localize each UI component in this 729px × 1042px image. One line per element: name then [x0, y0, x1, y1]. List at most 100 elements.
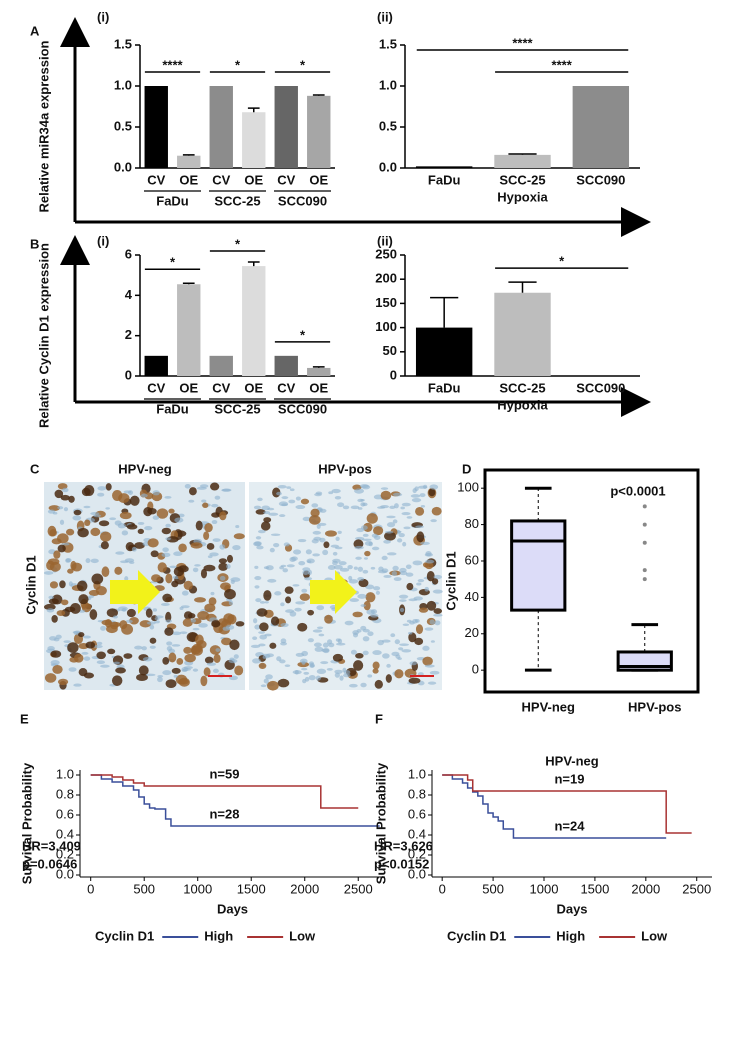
- cell: [109, 621, 122, 628]
- cell: [100, 625, 107, 631]
- cell: [257, 497, 263, 502]
- cell: [312, 553, 320, 557]
- x-tick-label: 500: [482, 881, 504, 896]
- cell: [72, 515, 82, 521]
- cell: [302, 516, 311, 522]
- cell: [408, 632, 417, 643]
- curve-label: n=19: [554, 771, 584, 786]
- cell: [83, 505, 91, 509]
- cell: [416, 531, 425, 543]
- cell: [138, 665, 149, 676]
- cell: [262, 655, 267, 659]
- x-tick-label: 1500: [580, 881, 609, 896]
- cell: [260, 684, 267, 688]
- x-tick-label: 2500: [682, 881, 711, 896]
- cell: [78, 594, 89, 605]
- cell: [354, 545, 364, 550]
- cell: [96, 660, 106, 665]
- cell: [342, 673, 351, 678]
- cell: [101, 566, 110, 578]
- y-tick-label: 0.8: [408, 786, 426, 801]
- cell: [278, 501, 289, 507]
- cell: [161, 527, 172, 535]
- cell: [372, 668, 379, 674]
- cell: [43, 571, 54, 575]
- cell: [232, 544, 241, 551]
- cell: [405, 564, 412, 570]
- cell: [334, 669, 343, 674]
- cell: [330, 544, 339, 548]
- cell: [377, 570, 388, 574]
- cell: [112, 489, 123, 501]
- cell: [370, 609, 378, 615]
- y-tick-label: 0: [472, 662, 479, 677]
- cell: [182, 618, 193, 627]
- y-tick-label: 60: [465, 552, 479, 567]
- cell: [295, 496, 301, 501]
- cell: [90, 527, 101, 537]
- cell: [381, 555, 388, 561]
- cell: [357, 507, 363, 510]
- cell: [386, 522, 396, 528]
- cell: [78, 668, 88, 677]
- cell: [432, 589, 443, 594]
- cell: [150, 550, 159, 558]
- bar: [177, 284, 201, 376]
- cell: [111, 675, 123, 686]
- cell: [123, 490, 132, 494]
- cell: [121, 530, 129, 536]
- cell: [408, 677, 421, 684]
- cell: [210, 591, 215, 596]
- cell: [335, 642, 346, 646]
- x-tick-label: CV: [147, 172, 165, 187]
- cell: [52, 664, 63, 674]
- cell: [424, 586, 430, 592]
- cell: [316, 605, 325, 611]
- cell: [253, 541, 262, 547]
- cell: [392, 519, 398, 524]
- cell: [200, 568, 208, 579]
- cell: [295, 504, 306, 510]
- cell: [126, 524, 138, 530]
- cell: [152, 490, 160, 496]
- y-tick-label: 1.5: [114, 36, 132, 51]
- panel-letter: A: [30, 23, 40, 38]
- cell: [371, 546, 380, 551]
- cell: [115, 551, 125, 555]
- cell: [416, 582, 422, 586]
- cell: [282, 568, 289, 573]
- annotation: p=0.0646: [22, 856, 77, 871]
- cell: [401, 512, 411, 516]
- cell: [211, 512, 221, 518]
- cell: [362, 650, 369, 656]
- cell: [411, 498, 422, 503]
- cell: [168, 508, 175, 514]
- cell: [252, 658, 261, 664]
- cell: [415, 525, 425, 529]
- cell: [125, 619, 133, 624]
- cell: [166, 641, 173, 646]
- cell: [314, 646, 324, 652]
- cell: [97, 492, 105, 497]
- cell: [427, 681, 437, 685]
- y-tick-label: 1.0: [114, 77, 132, 92]
- cell: [60, 599, 69, 606]
- cell: [284, 586, 294, 594]
- cell: [195, 634, 204, 646]
- cell: [312, 629, 323, 633]
- cell: [254, 576, 262, 581]
- cell: [403, 526, 411, 530]
- cell: [316, 668, 327, 675]
- cell: [373, 526, 384, 536]
- cell: [357, 566, 364, 572]
- image-label: HPV-pos: [318, 461, 371, 476]
- cell: [363, 600, 371, 611]
- x-tick-label: OE: [244, 380, 263, 395]
- cell: [362, 502, 368, 507]
- cell: [219, 511, 227, 521]
- bar: [307, 95, 331, 168]
- legend-title: Cyclin D1: [95, 928, 154, 943]
- cell: [367, 631, 374, 637]
- y-axis-label: Survival Probability: [373, 762, 388, 884]
- cell: [174, 517, 184, 523]
